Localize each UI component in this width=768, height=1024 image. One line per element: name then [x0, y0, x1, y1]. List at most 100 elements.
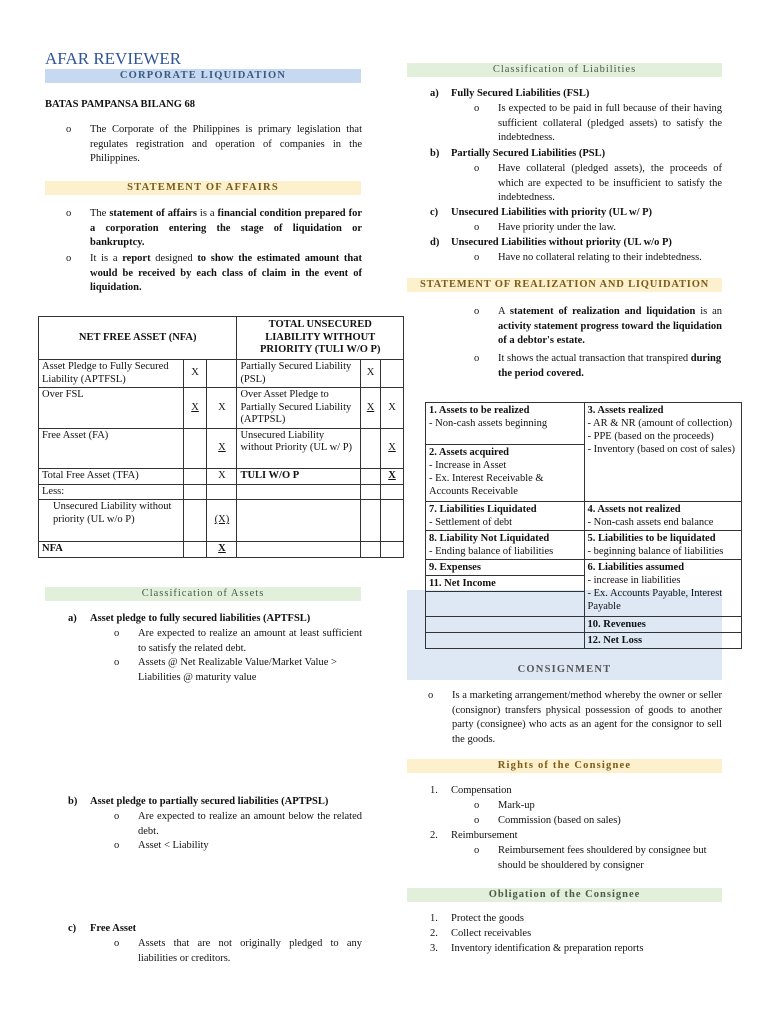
table-header: TOTAL UNSECURED LIABILITY WITHOUT PRIORI…: [236, 316, 404, 360]
srl-cell: 9. Expenses: [425, 559, 585, 576]
list-item: o The statement of affairs is a financial…: [66, 208, 363, 248]
section-corporate-liquidation: CORPORATE LIQUIDATION: [45, 69, 361, 83]
srl-cell: 12. Net Loss: [583, 632, 742, 649]
table-cell: [236, 483, 362, 500]
table-cell: [182, 499, 208, 542]
list-item: Compensation: [451, 785, 512, 796]
list-number: 3.: [430, 943, 438, 954]
item-label: c): [430, 207, 439, 218]
table-cell: Unsecured Liability without priority (UL…: [38, 499, 184, 542]
list-item: o Are expected to realize an amount at le…: [114, 628, 362, 654]
table-cell: TULI W/O P: [236, 467, 362, 485]
item-title: Asset pledge to partially secured liabil…: [90, 796, 329, 807]
item-label: c): [68, 923, 77, 934]
item-label: a): [68, 613, 77, 624]
table-cell: [182, 483, 208, 500]
list-item: o Have priority under the law.: [474, 222, 616, 233]
table-cell: Free Asset (FA): [38, 427, 184, 469]
table-cell: [236, 541, 362, 558]
section-statement-of-realization: STATEMENT OF REALIZATION AND LIQUIDATION: [407, 278, 722, 292]
table-cell: [236, 499, 362, 542]
srl-cell: 7. Liabilities Liquidated - Settlement of…: [425, 501, 585, 531]
table-row: Asset Pledge to Fully Secured Liability …: [38, 359, 404, 388]
item-label: b): [68, 796, 78, 807]
list-item: o Reimbursement fees shouldered by consig…: [474, 845, 707, 871]
table-cell: X: [380, 387, 404, 429]
section-rights-of-consignee: Rights of the Consignee: [407, 759, 722, 773]
law-heading: BATAS PAMPANSA BILANG 68: [45, 99, 196, 110]
item-title: Unsecured Liabilities without priority (…: [451, 237, 672, 248]
table-cell: (X): [206, 499, 238, 542]
table-cell: Partially Secured Liability (PSL): [236, 359, 362, 388]
list-item: o Mark-up: [474, 800, 535, 811]
srl-cell: 2. Assets acquired - Increase in Asset - E…: [425, 444, 585, 502]
srl-cell: 1. Assets to be realized - Non-cash asset…: [425, 402, 585, 445]
table-row: Free Asset (FA) X Unsecured Liability with…: [38, 427, 404, 469]
srl-cell: 3. Assets realized - AR & NR (amount of c…: [583, 402, 742, 502]
page-title: AFAR REVIEWER: [45, 49, 182, 68]
section-classification-of-liabilities: Classification of Liabilities: [407, 63, 722, 77]
table-cell: X: [380, 427, 404, 469]
item-title: Free Asset: [90, 923, 137, 934]
item-title: Asset pledge to fully secured liabilitie…: [90, 613, 311, 624]
list-item: o Assets @ Net Realizable Value/Market Va…: [114, 657, 337, 683]
srl-cell: 6. Liabilities assumed - increase in liab…: [583, 559, 742, 617]
list-item: Protect the goods: [451, 913, 524, 924]
table-cell: Asset Pledge to Fully Secured Liability …: [38, 359, 184, 388]
list-number: 1.: [430, 785, 438, 796]
table-cell: X: [206, 541, 238, 558]
table-cell: [360, 499, 382, 542]
list-item: o Assets that are not originally pledged …: [114, 938, 362, 964]
table-cell: [360, 541, 382, 558]
table-cell: [206, 359, 238, 388]
srl-cell: 8. Liability Not Liquidated - Ending bala…: [425, 530, 585, 560]
section-statement-of-affairs: STATEMENT OF AFFAIRS: [45, 181, 361, 195]
section-obligation-of-consignee: Obligation of the Consignee: [407, 888, 722, 902]
list-item: Reimbursement: [451, 830, 518, 841]
nfa-table: NET FREE ASSET (NFA) TOTAL UNSECURED LIAB…: [37, 316, 404, 558]
list-item: Inventory identification & preparation r…: [451, 943, 644, 954]
list-item: o Have no collateral relating to their in…: [474, 252, 702, 263]
srl-table: 1. Assets to be realized - Non-cash asset…: [425, 402, 742, 649]
table-cell: X: [206, 467, 238, 485]
table-cell: [182, 541, 208, 558]
table-cell: X: [182, 387, 208, 429]
list-number: 2.: [430, 830, 438, 841]
item-label: b): [430, 148, 440, 159]
table-cell: [380, 541, 404, 558]
table-cell: [380, 359, 404, 388]
table-cell: [182, 427, 208, 469]
table-row: Unsecured Liability without priority (UL…: [38, 499, 404, 542]
list-number: 2.: [430, 928, 438, 939]
table-cell: NFA: [38, 541, 184, 558]
list-item: o The Corporate of the Philippines is pri…: [66, 124, 362, 164]
table-cell: [182, 467, 208, 485]
list-number: 1.: [430, 913, 438, 924]
list-item: o It is a report designed to show the est…: [66, 253, 362, 293]
srl-cell: [425, 632, 585, 649]
table-cell: Less:: [38, 483, 184, 500]
table-row: Less:: [38, 483, 404, 500]
section-consignment: CONSIGNMENT: [517, 664, 612, 675]
table-cell: X: [182, 359, 208, 388]
table-cell: [380, 483, 404, 500]
table-cell: [360, 483, 382, 500]
table-cell: Unsecured Liability without Priority (UL…: [236, 427, 362, 469]
srl-cell: [425, 616, 585, 633]
list-item: o Asset < Liability: [114, 840, 209, 851]
item-title: Partially Secured Liabilities (PSL): [451, 148, 606, 159]
list-item: Collect receivables: [451, 928, 532, 939]
srl-cell: 11. Net Income: [425, 575, 585, 592]
srl-cell: 10. Revenues: [583, 616, 742, 633]
list-item: o Have collateral (pledged assets), the p…: [474, 163, 722, 203]
table-cell: Over Asset Pledge to Partially Secured L…: [236, 387, 362, 429]
table-row: Over FSL X X Over Asset Pledge to Partially…: [38, 387, 404, 429]
table-cell: [380, 499, 404, 542]
item-label: a): [430, 88, 439, 99]
srl-cell: 5. Liabilities to be liquidated - beginni…: [583, 530, 742, 560]
table-cell: X: [360, 359, 382, 388]
table-cell: [360, 427, 382, 469]
